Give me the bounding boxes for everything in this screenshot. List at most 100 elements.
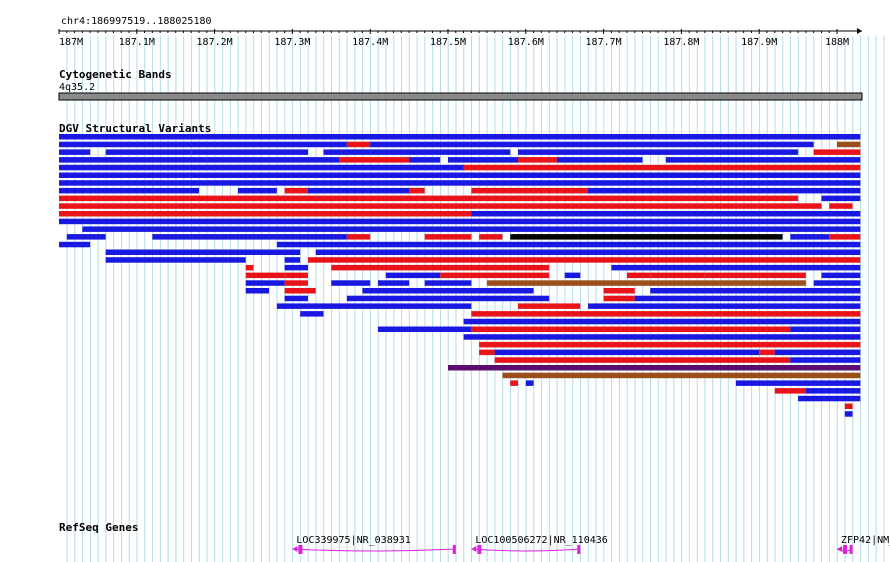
dgv-variant-loss[interactable]: [59, 149, 91, 155]
dgv-variant-loss[interactable]: [370, 141, 814, 148]
dgv-variant-loss[interactable]: [798, 187, 861, 194]
ruler[interactable]: 187M 187.1M 187.2M 187.3M 187.4M 187.5M 187.6M…: [58, 28, 862, 48]
dgv-variant-gain[interactable]: [829, 203, 853, 209]
dgv-variant-loss[interactable]: [66, 234, 106, 240]
dgv-variant-loss[interactable]: [634, 295, 861, 302]
dgv-variant-loss[interactable]: [790, 326, 806, 333]
dgv-variant-gain[interactable]: [245, 264, 254, 271]
dgv-variant-gain[interactable]: [494, 357, 791, 363]
dgv-variant-loss[interactable]: [564, 272, 581, 279]
dgv-variant-loss[interactable]: [611, 264, 861, 271]
dgv-variant-loss[interactable]: [59, 134, 861, 140]
dgv-variant-other[interactable]: [510, 234, 783, 240]
dgv-variant-gain[interactable]: [844, 403, 853, 410]
dgv-variant-loss[interactable]: [556, 157, 643, 163]
dgv-variant-gain[interactable]: [463, 164, 861, 171]
dgv-variant-loss[interactable]: [276, 241, 448, 248]
dgv-variant-loss[interactable]: [59, 180, 861, 186]
dgv-variant-loss[interactable]: [152, 234, 347, 240]
dgv-variant-loss[interactable]: [284, 257, 301, 263]
dgv-variant-gain[interactable]: [518, 157, 557, 163]
dgv-variant-loss[interactable]: [463, 334, 861, 340]
dgv-variant-gain[interactable]: [829, 234, 861, 240]
dgv-variant-gain[interactable]: [479, 349, 495, 356]
dgv-variant-loss[interactable]: [323, 149, 371, 155]
dgv-variant-loss[interactable]: [448, 241, 861, 248]
dgv-variant-loss[interactable]: [588, 187, 697, 194]
dgv-variant-gain[interactable]: [479, 234, 503, 240]
dgv-variant-gain[interactable]: [424, 234, 472, 240]
dgv-variant-loss[interactable]: [588, 303, 861, 309]
dgv-variant-gain[interactable]: [626, 272, 651, 279]
dgv-variant-loss[interactable]: [315, 249, 861, 256]
dgv-variant-loss[interactable]: [191, 149, 308, 155]
dgv-variant-gain[interactable]: [284, 187, 308, 194]
dgv-variant-loss[interactable]: [385, 272, 441, 279]
dgv-variant-loss[interactable]: [307, 187, 410, 194]
dgv-variant-loss[interactable]: [821, 195, 861, 202]
dgv-variant-loss[interactable]: [59, 164, 464, 171]
dgv-variant-loss[interactable]: [59, 172, 861, 179]
dgv-variant-loss[interactable]: [284, 264, 308, 271]
dgv-variant-loss[interactable]: [790, 357, 861, 363]
dgv-variant-loss[interactable]: [59, 157, 207, 163]
dgv-variant-loss[interactable]: [650, 288, 861, 294]
dgv-variant-gain[interactable]: [774, 388, 806, 394]
dgv-variant-gain[interactable]: [409, 187, 425, 194]
dgv-variant-gain[interactable]: [307, 257, 861, 263]
dgv-variant-inversion[interactable]: [502, 372, 861, 379]
dgv-variant-loss[interactable]: [665, 157, 861, 163]
dgv-variant-gain[interactable]: [346, 141, 371, 148]
gene-label[interactable]: ZFP42|NM_: [841, 535, 890, 546]
dgv-variant-gain[interactable]: [533, 187, 589, 194]
dgv-variant-loss[interactable]: [813, 280, 861, 286]
dgv-variant-loss[interactable]: [59, 187, 200, 194]
dgv-variant-loss[interactable]: [245, 288, 270, 294]
dgv-variant-loss[interactable]: [805, 388, 861, 394]
dgv-variant-loss[interactable]: [105, 249, 301, 256]
dgv-variant-loss[interactable]: [206, 157, 340, 163]
dgv-variant-gain[interactable]: [603, 288, 635, 294]
dgv-variant-gain[interactable]: [346, 234, 371, 240]
dgv-variant-loss[interactable]: [696, 187, 799, 194]
dgv-variant-gain[interactable]: [510, 380, 519, 386]
dgv-variant-loss[interactable]: [105, 257, 246, 263]
dgv-variant-loss[interactable]: [276, 303, 472, 309]
dgv-variant-gain[interactable]: [603, 295, 635, 302]
dgv-variant-gain[interactable]: [245, 272, 285, 279]
dgv-variant-loss[interactable]: [790, 234, 830, 240]
gene-label[interactable]: LOC339975|NR_038931: [296, 535, 410, 546]
dgv-variant-gain[interactable]: [471, 311, 861, 317]
dgv-variant-gain[interactable]: [59, 211, 472, 217]
dgv-variant-inversion[interactable]: [837, 141, 861, 148]
dgv-variant-gain[interactable]: [650, 272, 705, 279]
dgv-variant-loss[interactable]: [59, 218, 861, 225]
dgv-variant-loss[interactable]: [821, 272, 861, 279]
dgv-variant-gain[interactable]: [813, 149, 861, 155]
dgv-variant-loss[interactable]: [774, 349, 861, 356]
dgv-variant-gain[interactable]: [440, 272, 550, 279]
cytoband-bar[interactable]: [58, 92, 863, 101]
dgv-variant-loss[interactable]: [300, 311, 324, 317]
dgv-variant-loss[interactable]: [494, 349, 760, 356]
dgv-variant-gain[interactable]: [518, 303, 581, 309]
dgv-variants-track[interactable]: [59, 134, 861, 417]
dgv-variant-gain[interactable]: [704, 272, 806, 279]
dgv-variant-loss[interactable]: [471, 211, 861, 217]
dgv-variant-loss[interactable]: [409, 157, 441, 163]
dgv-variant-gain[interactable]: [471, 187, 534, 194]
dgv-variant-loss[interactable]: [463, 318, 861, 325]
dgv-variant-loss[interactable]: [105, 149, 192, 155]
gene-label[interactable]: LOC100506272|NR_110436: [475, 535, 607, 546]
dgv-variant-complex[interactable]: [448, 365, 861, 371]
dgv-variant-gain[interactable]: [284, 272, 308, 279]
dgv-variant-loss[interactable]: [518, 295, 550, 302]
dgv-variant-gain[interactable]: [479, 341, 861, 348]
dgv-variant-loss[interactable]: [331, 280, 371, 286]
dgv-variant-gain[interactable]: [284, 288, 316, 294]
dgv-variant-loss[interactable]: [798, 395, 861, 402]
dgv-variant-loss[interactable]: [370, 149, 511, 155]
dgv-variant-gain[interactable]: [471, 326, 791, 333]
dgv-variant-loss[interactable]: [59, 241, 91, 248]
